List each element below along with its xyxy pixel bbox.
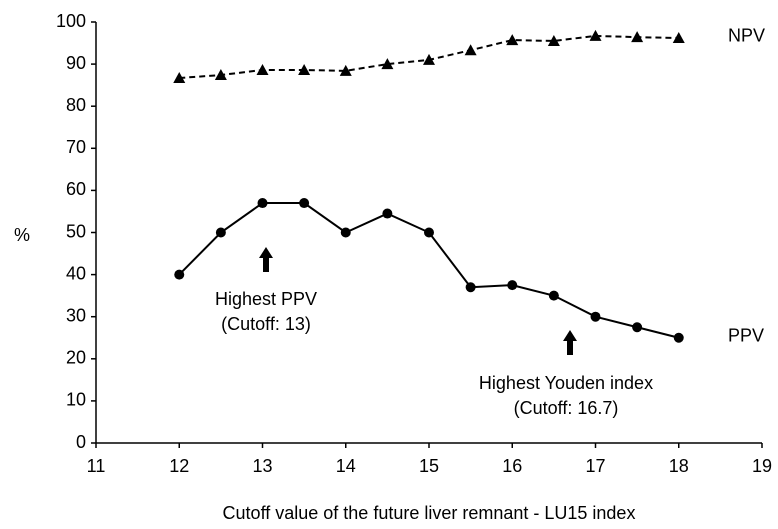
marker [215, 227, 226, 238]
marker [340, 227, 351, 238]
marker [548, 290, 559, 301]
marker [506, 34, 519, 46]
marker [589, 29, 602, 41]
marker [256, 63, 269, 75]
marker [590, 311, 601, 322]
marker [672, 31, 685, 43]
marker [465, 282, 476, 293]
x-tick-label: 16 [502, 456, 522, 476]
y-tick-label: 80 [66, 95, 86, 115]
x-tick-label: 14 [336, 456, 356, 476]
marker [507, 280, 518, 291]
y-tick-label: 90 [66, 53, 86, 73]
x-tick-label: 17 [585, 456, 605, 476]
y-tick-label: 0 [76, 432, 86, 452]
y-tick-label: 20 [66, 348, 86, 368]
marker [424, 227, 434, 238]
annotation: (Cutoff: 16.7) [514, 398, 619, 418]
marker [381, 58, 394, 70]
annotation: Highest Youden index [479, 373, 653, 393]
marker [423, 53, 435, 65]
marker [632, 322, 643, 333]
y-tick-label: 10 [66, 390, 86, 410]
y-axis-label: % [14, 225, 30, 245]
annotation: (Cutoff: 13) [221, 314, 311, 334]
series-label: PPV [728, 326, 764, 346]
x-tick-label: 15 [419, 456, 439, 476]
marker [464, 44, 477, 56]
y-tick-label: 70 [66, 137, 86, 157]
y-tick-label: 50 [66, 221, 86, 241]
marker [257, 198, 268, 209]
marker [382, 208, 393, 219]
y-tick-label: 60 [66, 179, 86, 199]
y-tick-label: 100 [56, 11, 86, 31]
marker [173, 71, 186, 83]
marker [339, 64, 352, 76]
y-tick-label: 30 [66, 305, 86, 325]
marker [547, 34, 560, 46]
annotation: Highest PPV [215, 289, 317, 309]
marker [298, 63, 311, 75]
y-tick-label: 40 [66, 263, 86, 283]
marker [214, 69, 227, 81]
x-tick-label: 13 [252, 456, 272, 476]
marker [174, 269, 185, 280]
x-tick-label: 11 [87, 456, 106, 476]
x-tick-label: 18 [669, 456, 689, 476]
x-tick-label: 12 [169, 456, 189, 476]
marker [673, 332, 684, 343]
x-tick-label: 19 [752, 456, 772, 476]
arrow [563, 330, 577, 355]
marker [299, 198, 310, 209]
marker [631, 31, 644, 43]
x-axis-label: Cutoff value of the future liver remnant… [223, 503, 636, 523]
series-label: NPV [728, 26, 765, 46]
arrow [259, 247, 273, 272]
